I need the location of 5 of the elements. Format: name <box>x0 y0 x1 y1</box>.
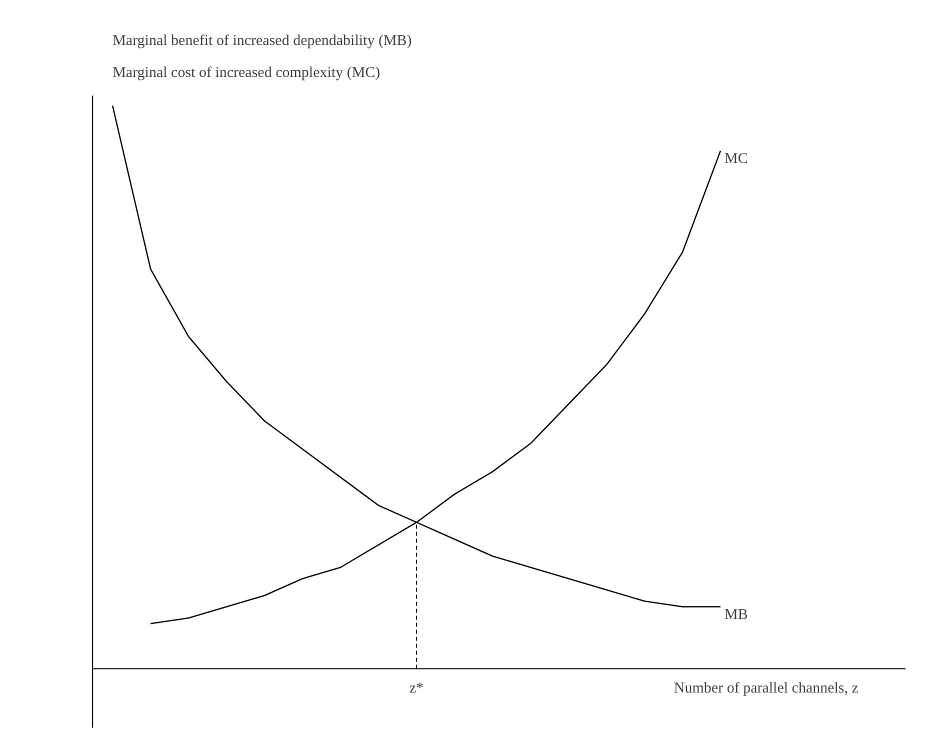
x-axis-title: Number of parallel channels, z <box>674 680 859 697</box>
y-axis-title: Marginal benefit of increased dependability (MB) Marginal cost of increased complexity (MC) <box>112 33 412 81</box>
text: z* <box>409 680 424 697</box>
series-label: MC <box>724 150 748 167</box>
series-label: MB <box>724 606 748 623</box>
